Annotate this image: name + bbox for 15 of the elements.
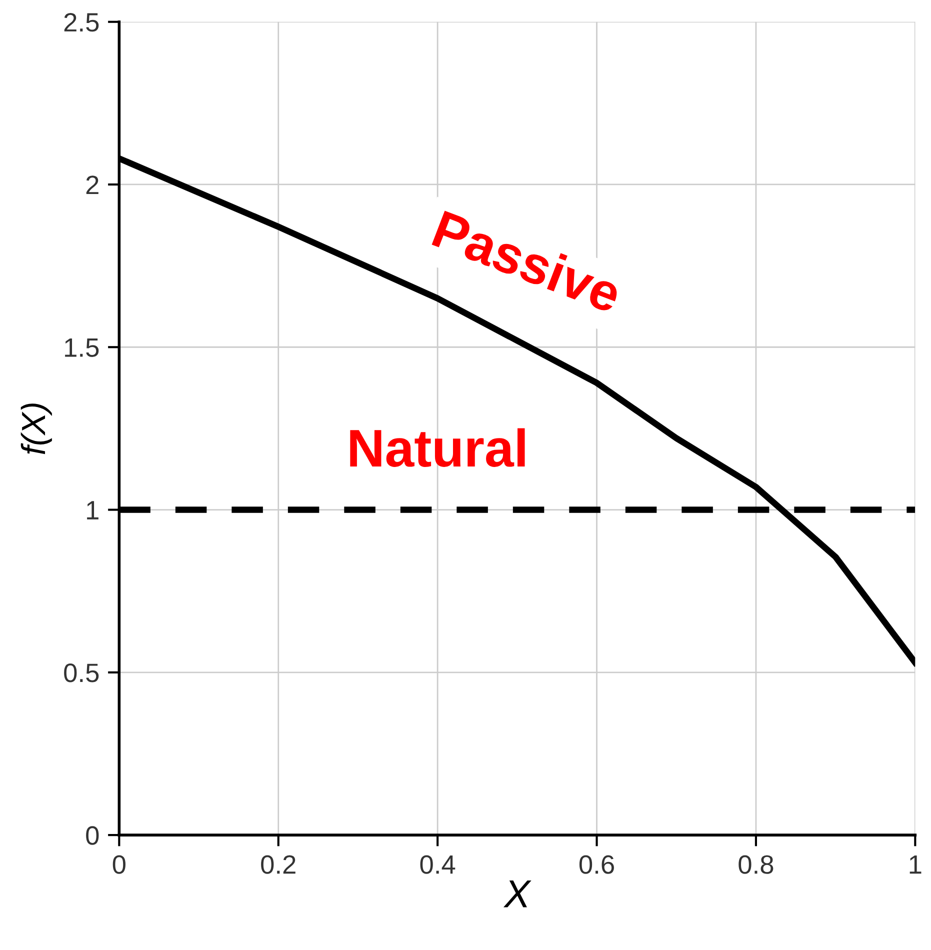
y-tick-label: 1 <box>87 501 98 520</box>
annotation: Natural <box>350 428 525 468</box>
x-tick-label: 0.2 <box>261 855 296 874</box>
x-tick-label: 0.8 <box>738 855 774 874</box>
y-axis-title: f(X) <box>20 404 52 454</box>
y-tick-label: 2.5 <box>64 12 99 32</box>
x-tick-label: 0.6 <box>579 855 614 874</box>
y-tick-label: 1.5 <box>65 338 99 357</box>
x-tick-label: 0 <box>112 855 126 874</box>
x-axis-title: X <box>503 880 532 908</box>
y-tick-label: 0.5 <box>64 664 99 682</box>
x-tick-label: 0.4 <box>420 855 456 874</box>
y-tick-label: 2 <box>86 176 98 194</box>
x-tick-label: 1 <box>910 855 922 874</box>
y-tick-label: 0 <box>86 826 99 845</box>
